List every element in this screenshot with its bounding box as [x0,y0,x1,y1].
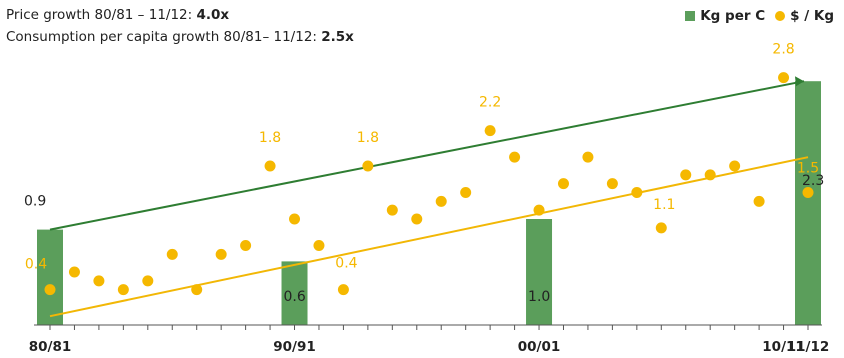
trendline-arrowhead [795,76,804,87]
dot-87-88 [215,248,227,260]
data-label: 0.6 [284,289,306,305]
dot-85-86 [166,248,178,260]
bar-11-12 [795,81,821,325]
data-label: 2.8 [772,42,794,58]
data-label: 2.2 [479,95,501,111]
data-label: 0.4 [25,257,47,273]
dot-94-95 [386,204,398,216]
data-label: 0.4 [335,256,357,272]
bar-00-01 [526,219,553,325]
legend-dot-swatch [775,11,786,21]
dot-02-03 [582,151,594,163]
dot-91-92 [313,240,325,251]
dot-04-05 [631,187,643,198]
dot-89-90 [264,160,276,172]
bar-80-81 [37,229,63,325]
consumption-growth-value: 2.5x [321,29,354,45]
dot-99-00 [509,151,521,163]
legend: Kg per C $ / Kg [685,8,834,24]
dot-05-06 [655,222,667,234]
dot-92-93 [337,284,349,296]
dot-81-82 [68,266,80,278]
trendline-kg-per-c [49,80,805,231]
dot-96-97 [435,195,447,207]
dot-09-10 [753,195,765,207]
legend-bar-swatch [685,11,696,21]
data-label: 1.5 [797,161,819,177]
dot-03-04 [606,178,618,190]
dot-08-09 [729,160,741,172]
dot-97-98 [460,187,472,198]
dot-10-11 [778,72,790,84]
dot-93-94 [362,160,374,172]
dot-98-99 [484,125,496,137]
x-tick-label: 90/91 [273,339,316,355]
legend-item-kg: Kg per C [685,8,765,24]
legend-label-kg: Kg per C [700,8,766,24]
legend-label-price: $ / Kg [790,8,834,24]
legend-item-price: $ / Kg [775,8,834,24]
data-label: 1.1 [653,197,675,213]
dot-90-91 [289,213,301,225]
data-label: 0.9 [24,194,46,210]
x-tick-label: 10/11 [762,339,805,355]
x-tick-label: 80/81 [29,339,72,355]
dot-84-85 [142,275,154,287]
data-label: 1.8 [259,130,281,146]
dot-00-01 [533,204,545,216]
dot-86-87 [191,284,203,296]
trendline-price [49,156,809,318]
consumption-growth-label: Consumption per capita growth 80/81– 11/… [6,29,322,45]
dot-83-84 [117,284,129,296]
bar-90-91 [281,261,308,325]
data-label: 1.8 [357,130,379,146]
dot-82-83 [93,275,105,287]
data-label: 2.3 [802,173,824,189]
dot-07-08 [704,169,716,181]
dot-80-81 [44,284,56,296]
price-growth-label: Price growth 80/81 – 11/12: [6,7,197,23]
x-tick-label: 00/01 [518,339,561,355]
x-tick-label: 11/12 [787,339,830,355]
dot-01-02 [557,178,569,190]
dot-95-96 [411,213,423,225]
dot-88-89 [240,240,252,251]
dot-06-07 [680,169,692,181]
price-growth-line: Price growth 80/81 – 11/12: 4.0x [6,6,229,24]
data-label: 1.0 [528,289,550,305]
dot-11-12 [802,187,814,198]
consumption-growth-line: Consumption per capita growth 80/81– 11/… [6,28,354,46]
price-growth-value: 4.0x [196,7,230,23]
